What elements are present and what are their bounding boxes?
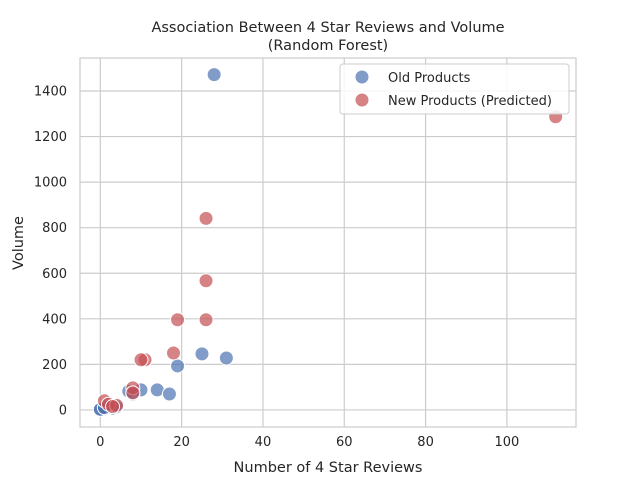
chart-title: Association Between 4 Star Reviews and V… <box>151 20 504 36</box>
new-product-point <box>166 345 182 361</box>
chart-subtitle: (Random Forest) <box>268 38 388 54</box>
y-tick-label: 400 <box>42 312 67 327</box>
y-tick-label: 0 <box>59 403 67 418</box>
legend: Old Products New Products (Predicted) <box>339 63 570 115</box>
legend-label-new-products: New Products (Predicted) <box>388 94 552 109</box>
new-product-point <box>133 352 149 368</box>
old-product-point <box>218 350 234 366</box>
y-tick-label: 600 <box>42 267 67 282</box>
y-tick-label: 1200 <box>34 130 67 145</box>
new-product-point <box>105 399 121 414</box>
x-tick-label: 100 <box>494 435 519 450</box>
x-tick-label: 0 <box>96 435 104 450</box>
grid-lines <box>80 58 576 427</box>
x-tick-label: 80 <box>417 435 434 450</box>
legend-label-old-products: Old Products <box>388 71 471 86</box>
x-tick-label: 20 <box>173 435 190 450</box>
x-tick-label: 40 <box>255 435 272 450</box>
plot-frame <box>79 57 577 428</box>
new-product-point <box>125 385 141 401</box>
old-product-point <box>161 386 177 402</box>
new-product-point <box>198 210 214 226</box>
new-product-point <box>198 273 214 289</box>
old-product-point <box>206 67 222 83</box>
y-tick-label: 1000 <box>34 176 67 191</box>
x-tick-labels: 0 20 40 60 80 100 <box>96 435 519 450</box>
new-product-point <box>198 312 214 328</box>
legend-marker-new-products <box>354 92 370 108</box>
legend-marker-old-products <box>354 69 370 85</box>
legend-box <box>339 63 570 115</box>
new-product-point <box>170 312 186 328</box>
y-axis-label: Volume <box>11 216 27 270</box>
x-tick-label: 60 <box>336 435 353 450</box>
x-axis-label: Number of 4 Star Reviews <box>234 460 423 476</box>
old-product-point <box>194 346 210 362</box>
old-product-point <box>170 358 186 374</box>
y-tick-labels: 0 200 400 600 800 1000 1200 1400 <box>34 85 67 419</box>
y-tick-label: 200 <box>42 358 67 373</box>
y-tick-label: 1400 <box>34 85 67 100</box>
y-tick-label: 800 <box>42 221 67 236</box>
